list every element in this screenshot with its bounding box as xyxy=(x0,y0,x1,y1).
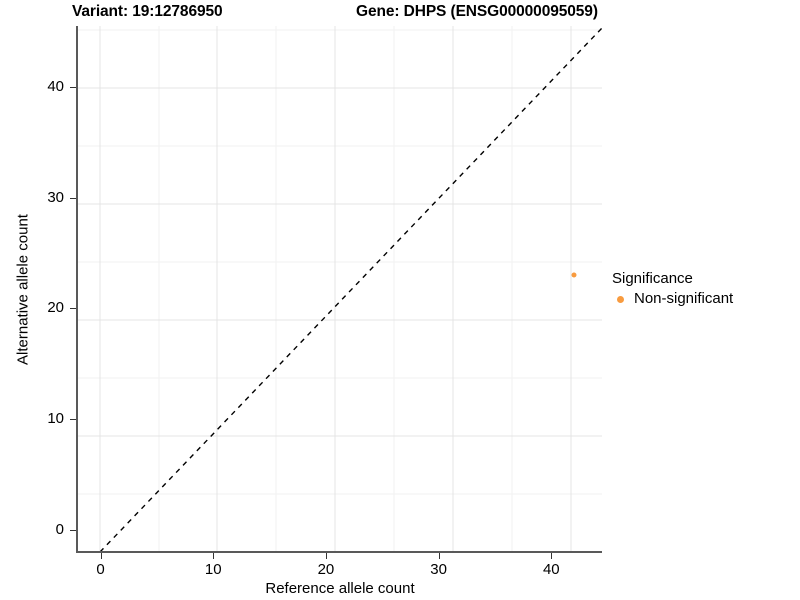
data-points-layer xyxy=(78,26,602,552)
x-axis-line xyxy=(76,551,602,553)
x-axis-tick-label: 0 xyxy=(96,561,105,578)
plot-panel xyxy=(78,26,602,552)
y-axis-tick xyxy=(70,308,76,310)
x-axis-tick-label: 10 xyxy=(204,561,222,578)
y-axis-tick xyxy=(70,86,76,88)
legend: Significance Non-significant xyxy=(612,270,792,308)
figure-title-row: Variant: 19:12786950 Gene: DHPS (ENSG000… xyxy=(0,0,800,26)
y-axis-tick-label: 30 xyxy=(47,188,64,206)
grid-major-lines xyxy=(78,26,602,552)
y-axis-tick-label: 10 xyxy=(47,410,64,428)
y-axis-tick xyxy=(70,197,76,199)
reference-diagonal-line xyxy=(99,27,602,552)
x-axis-tick-label: 40 xyxy=(542,561,560,578)
data-point xyxy=(571,272,577,278)
legend-item[interactable]: Non-significant xyxy=(612,290,792,308)
legend-circle-icon xyxy=(612,291,628,307)
x-axis-tick xyxy=(325,553,327,559)
legend-items: Non-significant xyxy=(612,290,792,308)
legend-item-label: Non-significant xyxy=(634,290,734,307)
y-axis-title: Alternative allele count xyxy=(14,214,32,365)
variant-title: Variant: 19:12786950 xyxy=(72,3,223,20)
x-axis-tick-label: 20 xyxy=(317,561,335,578)
x-axis-tick xyxy=(438,553,440,559)
x-axis-tick-label: 30 xyxy=(430,561,447,578)
gene-title: Gene: DHPS (ENSG00000095059) xyxy=(356,3,598,20)
x-axis-tick xyxy=(551,553,553,559)
y-axis-tick-label: 0 xyxy=(55,520,64,538)
y-axis-tick xyxy=(70,529,76,531)
plot-panel-svg xyxy=(78,26,602,552)
y-axis-tick-label: 40 xyxy=(47,77,64,95)
x-axis-tick xyxy=(213,553,215,559)
legend-title: Significance xyxy=(612,270,693,287)
x-axis-tick xyxy=(100,553,102,559)
y-axis-tick-label: 20 xyxy=(47,299,64,317)
y-axis-tick xyxy=(70,419,76,421)
y-axis-line xyxy=(76,26,78,553)
x-axis-title: Reference allele count xyxy=(265,580,415,597)
